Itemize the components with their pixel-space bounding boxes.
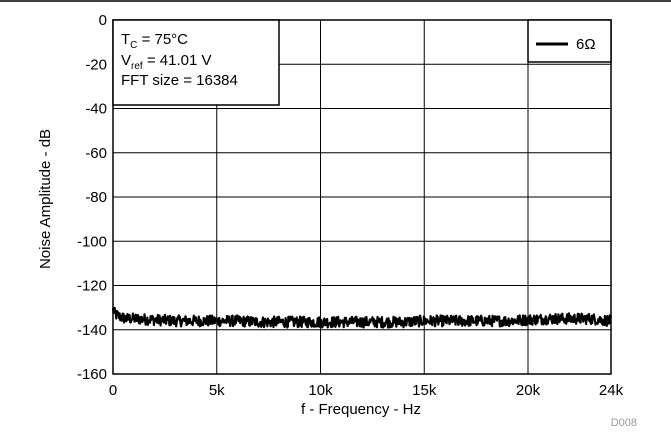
legend-frame — [527, 19, 612, 63]
figure-code: D008 — [611, 417, 637, 429]
y-tick-label: 0 — [99, 12, 107, 29]
vref-symbol: V — [121, 52, 131, 69]
y-tick-label: -140 — [77, 322, 107, 339]
reference-voltage-text: Vref = 41.01 V — [121, 52, 212, 72]
series-6ohm-trace — [111, 306, 613, 329]
x-tick-labels: 0 5k 10k 15k 20k 24k — [109, 382, 624, 399]
y-tick-label: -60 — [85, 145, 107, 162]
y-tick-label: -20 — [85, 56, 107, 73]
legend: 6Ω — [527, 19, 612, 63]
plot-frame — [112, 19, 612, 375]
case-temp-subscript: C — [130, 40, 137, 51]
legend-label-6ohm: 6Ω — [576, 36, 596, 53]
series-layer — [111, 306, 613, 329]
y-tick-labels: 0 -20 -40 -60 -80 -100 -120 -140 -160 — [77, 12, 107, 383]
x-tick-label: 24k — [599, 382, 624, 399]
y-tick-label: -80 — [85, 189, 107, 206]
vref-subscript: ref — [131, 61, 143, 72]
x-tick-label: 20k — [516, 382, 541, 399]
x-tick-label: 15k — [412, 382, 437, 399]
annotation-frame — [112, 19, 280, 106]
y-tick-label: -120 — [77, 278, 107, 295]
x-tick-label: 0 — [109, 382, 117, 399]
fft-size-text: FFT size = 16384 — [121, 72, 238, 89]
x-axis-label: f - Frequency - Hz — [301, 401, 421, 418]
y-tick-label: -160 — [77, 366, 107, 383]
y-tick-label: -40 — [85, 101, 107, 118]
case-temp-symbol: T — [121, 31, 130, 48]
case-temp-value: = 75°C — [137, 31, 188, 48]
annotation-box: TC = 75°C Vref = 41.01 V FFT size = 1638… — [112, 19, 280, 106]
case-temperature-text: TC = 75°C — [121, 31, 188, 51]
x-tick-label: 10k — [308, 382, 333, 399]
y-tick-label: -100 — [77, 233, 107, 250]
vref-value: = 41.01 V — [143, 52, 212, 69]
x-tick-label: 5k — [209, 382, 225, 399]
y-axis-label: Noise Amplitude - dB — [37, 129, 54, 269]
